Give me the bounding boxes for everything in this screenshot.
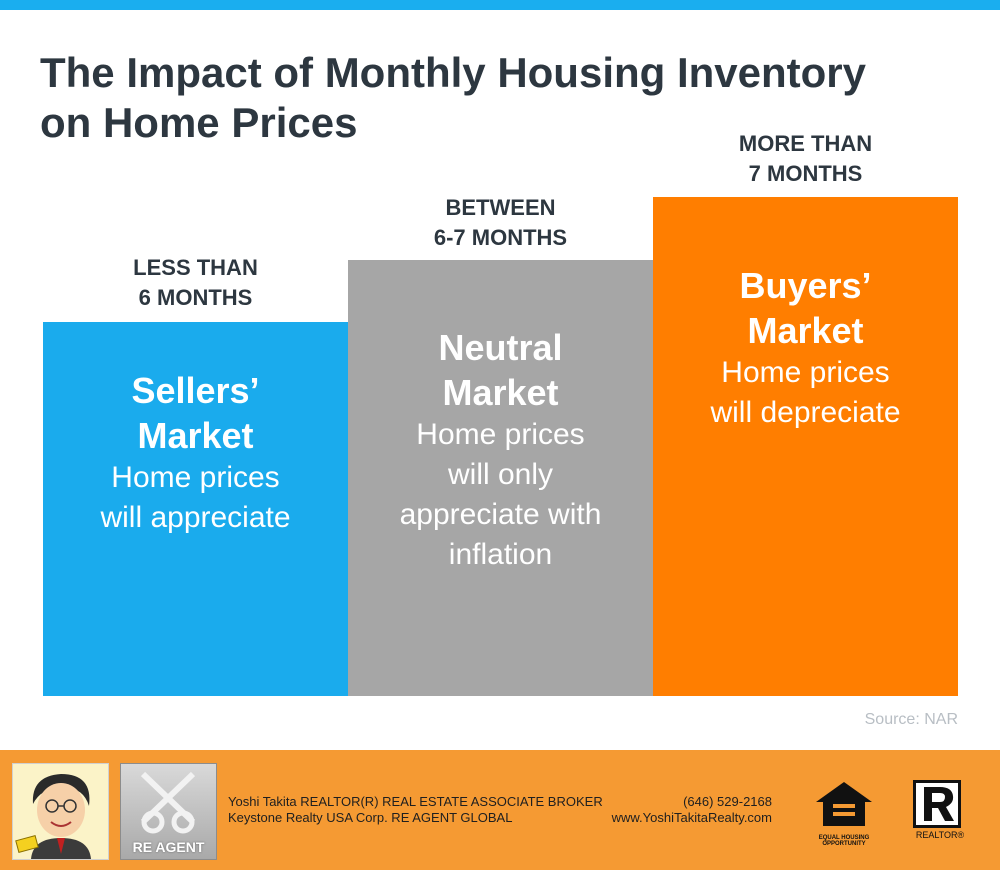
re-agent-logo-text: RE AGENT [132,839,205,855]
realtor-text: REALTOR® [915,830,965,840]
market-desc-line: will only [447,458,554,491]
crossed-keys-icon [140,771,196,834]
equal-housing-opportunity-logo: EQUAL HOUSING OPPORTUNITY [814,780,874,847]
range-label-line-2: 6-7 MONTHS [433,225,568,250]
market-desc-line: Home prices [111,461,280,494]
range-label-line-2: 6 MONTHS [138,285,253,310]
range-label-line-2: 7 MONTHS [748,161,863,186]
agent-info: Yoshi Takita REALTOR(R) REAL ESTATE ASSO… [228,794,603,826]
agent-company-line: Keystone Realty USA Corp. RE AGENT GLOBA… [228,810,513,825]
title-line-2: on Home Prices [40,99,358,146]
sellers-market-panel: Sellers’ Market Home prices will appreci… [43,322,348,696]
neutral-range-label: BETWEEN 6-7 MONTHS [348,193,653,253]
market-desc-line: will depreciate [710,396,901,429]
market-name-line-1: Sellers’ [131,370,260,411]
market-desc-line: will appreciate [100,501,291,534]
range-label-line-1: MORE THAN [738,131,873,156]
source-note: Source: NAR [864,711,958,728]
buyers-market-panel: Buyers’ Market Home prices will deprecia… [653,197,958,696]
agent-contact: (646) 529-2168 www.YoshiTakitaRealty.com [600,794,772,826]
eho-text-line-2: OPPORTUNITY [822,841,866,847]
agent-footer: RE AGENT Yoshi Takita REALTOR(R) REAL ES… [0,750,1000,870]
market-name-line-2: Market [747,310,864,351]
market-desc-line: Home prices [416,418,585,451]
market-desc-line: inflation [448,538,553,571]
sellers-range-label: LESS THAN 6 MONTHS [43,253,348,313]
market-name-line-1: Buyers’ [739,265,872,306]
phone-number: (646) 529-2168 [683,794,772,809]
market-name-line-2: Market [442,372,559,413]
caricature-portrait-icon [12,763,109,860]
neutral-market-panel: Neutral Market Home prices will only app… [348,260,653,696]
agent-name-line: Yoshi Takita REALTOR(R) REAL ESTATE ASSO… [228,794,603,809]
top-accent-bar [0,0,1000,10]
page-title: The Impact of Monthly Housing Inventory … [40,48,960,148]
market-name-line-2: Market [137,415,254,456]
equal-housing-house-icon [816,782,872,826]
range-label-line-1: LESS THAN [133,255,258,280]
buyers-range-label: MORE THAN 7 MONTHS [653,129,958,189]
website-link[interactable]: www.YoshiTakitaRealty.com [611,810,772,825]
market-desc-line: appreciate with [399,498,602,531]
re-agent-logo: RE AGENT [120,763,217,860]
realtor-r-icon [924,787,954,821]
realtor-logo: REALTOR® [913,780,967,840]
market-name-line-1: Neutral [438,327,563,368]
title-line-1: The Impact of Monthly Housing Inventory [40,49,867,96]
eho-text-line-1: EQUAL HOUSING [818,835,870,841]
market-desc-line: Home prices [721,356,890,389]
range-label-line-1: BETWEEN [445,195,556,220]
